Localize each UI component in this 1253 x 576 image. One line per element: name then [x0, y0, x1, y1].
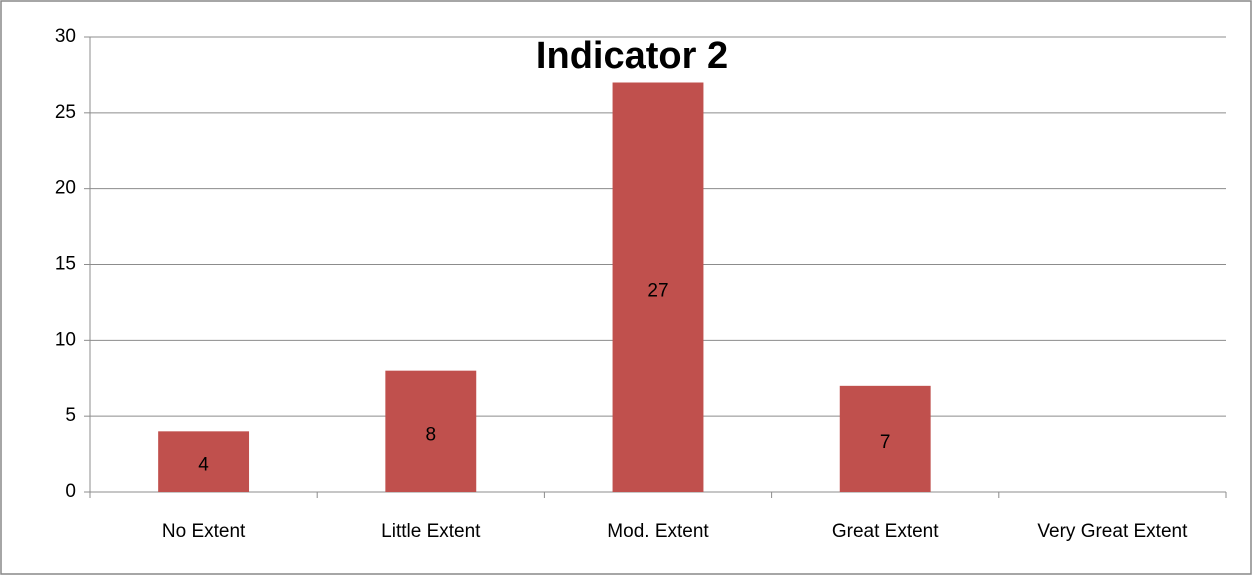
bar [385, 370, 477, 492]
data-label: 7 [880, 432, 891, 453]
x-tick-label: Little Extent [381, 521, 481, 542]
bar [612, 82, 704, 492]
x-tick-label: No Extent [162, 521, 246, 542]
y-tick-label: 10 [55, 329, 76, 350]
data-label: 8 [426, 424, 437, 445]
y-tick-label: 30 [55, 26, 76, 47]
x-tick-label: Mod. Extent [607, 521, 709, 542]
chart-title: Indicator 2 [536, 35, 728, 77]
y-tick-label: 25 [55, 102, 76, 123]
x-tick-label: Very Great Extent [1037, 521, 1188, 542]
y-tick-label: 0 [65, 481, 76, 502]
bar [839, 385, 931, 492]
data-label: 27 [647, 280, 668, 301]
y-tick-label: 5 [65, 405, 76, 426]
bar [158, 431, 250, 492]
y-tick-label: 15 [55, 254, 76, 275]
y-tick-label: 20 [55, 178, 76, 199]
data-label: 4 [198, 455, 209, 476]
x-tick-label: Great Extent [832, 521, 939, 542]
